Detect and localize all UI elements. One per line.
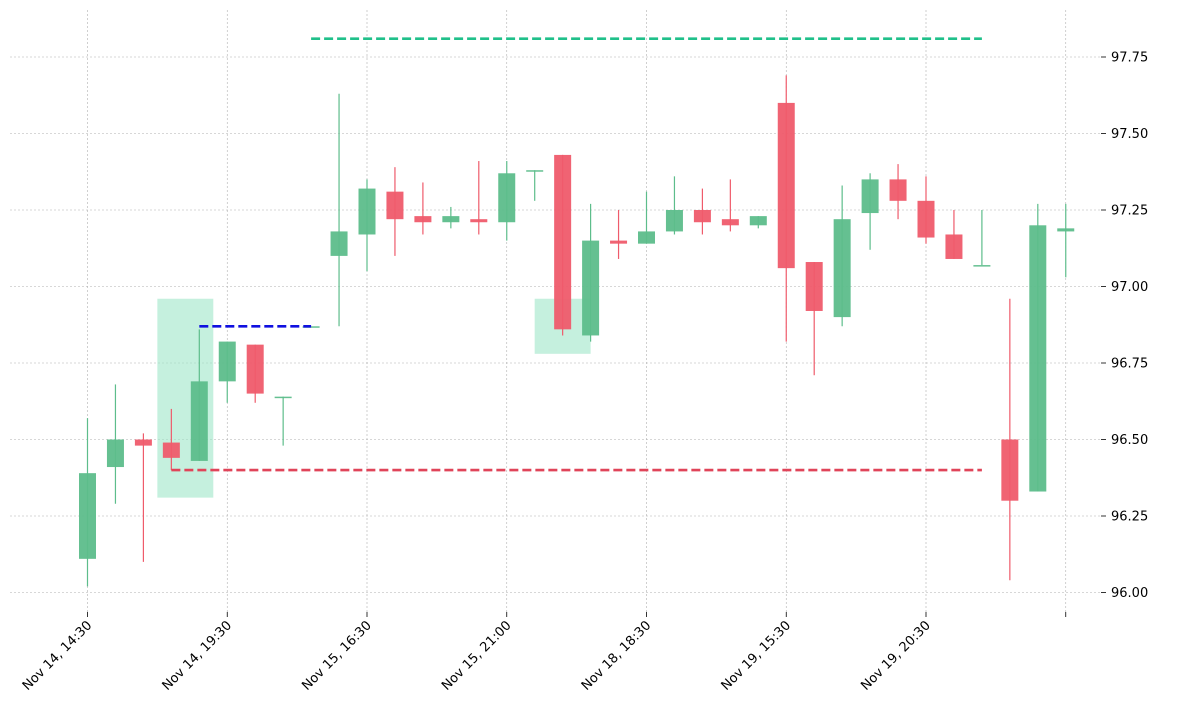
x-tick-label: Nov 14, 14:30	[20, 618, 96, 694]
candle-body	[470, 219, 488, 223]
candle-body	[1001, 439, 1019, 501]
y-tick-label: 97.25	[1111, 204, 1148, 219]
candle-body	[554, 154, 572, 330]
candle-body	[1029, 225, 1047, 492]
candle-body	[190, 381, 208, 461]
candle-body	[218, 341, 236, 382]
candle-body	[693, 210, 711, 223]
candle-body	[945, 234, 963, 259]
candle-body	[582, 240, 600, 336]
candle-body	[1057, 228, 1075, 232]
x-tick-label: Nov 18, 18:30	[579, 618, 655, 694]
x-tick-label: Nov 19, 15:30	[719, 618, 795, 694]
candle-body	[721, 219, 739, 226]
candle-body	[79, 473, 96, 559]
candle-body	[162, 442, 180, 458]
y-tick-label: 96.75	[1111, 357, 1148, 372]
candle-body	[442, 216, 460, 223]
candle-body	[414, 216, 432, 223]
highlight-zones	[157, 298, 591, 498]
level-lines	[171, 37, 982, 472]
x-tick-label: Nov 15, 16:30	[299, 618, 375, 694]
y-tick-label: 96.50	[1111, 433, 1148, 448]
candle-body	[274, 396, 292, 399]
y-tick-label: 97.00	[1111, 280, 1148, 295]
candle-body	[889, 179, 907, 201]
candle-body	[805, 262, 823, 311]
x-tick-label: Nov 14, 19:30	[160, 618, 236, 694]
candle-body	[526, 170, 544, 172]
candle-body	[777, 102, 795, 269]
candle-body	[973, 265, 991, 267]
candles	[79, 75, 1075, 587]
y-tick-label: 96.25	[1111, 510, 1148, 525]
candle-body	[833, 219, 851, 318]
candle-body	[638, 231, 655, 244]
candle-body	[665, 210, 683, 232]
candle-body	[498, 173, 516, 223]
candle-body	[246, 344, 264, 394]
candle-body	[917, 200, 935, 238]
candle-body	[861, 179, 879, 214]
x-tick-label: Nov 19, 20:30	[858, 618, 934, 694]
y-tick-label: 97.50	[1111, 127, 1148, 142]
candle-body	[610, 240, 628, 244]
y-tick-label: 97.75	[1111, 51, 1148, 66]
x-tick-label: Nov 15, 21:00	[439, 618, 515, 694]
candle-body	[386, 191, 404, 220]
candle-body	[134, 439, 152, 446]
candle-body	[358, 188, 376, 235]
candle-body	[106, 439, 124, 468]
candle-body	[749, 216, 767, 226]
y-tick-label: 96.00	[1111, 586, 1148, 601]
candle-body	[330, 231, 348, 256]
